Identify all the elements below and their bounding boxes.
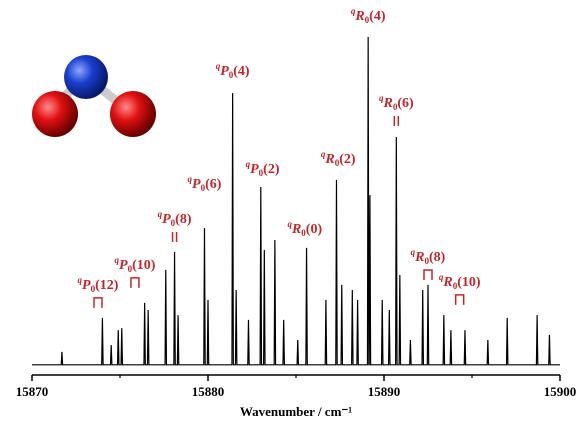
x-tick-label: 15870 [16, 384, 49, 399]
annotation-marker [171, 231, 178, 242]
annotation-marker [130, 277, 140, 288]
annotation: qR0(8) [411, 247, 446, 266]
x-axis-label: Wavenumber / cm⁻¹ [240, 404, 352, 419]
annotation: qP0(4) [216, 61, 250, 80]
annotation-marker [393, 116, 400, 127]
x-tick-label: 15880 [192, 384, 225, 399]
annotation: qP0(8) [158, 209, 192, 228]
annotation: qR0(2) [321, 149, 356, 168]
x-tick-label: 15890 [368, 384, 401, 399]
annotation: qR0(0) [287, 219, 322, 238]
annotation: qP0(10) [115, 255, 156, 274]
annotation: qR0(4) [351, 6, 386, 25]
annotation: qR0(6) [379, 93, 414, 112]
annotation: qP0(12) [78, 275, 119, 294]
annotation-marker [423, 269, 433, 281]
annotation: qR0(10) [439, 272, 481, 291]
annotation-marker [93, 297, 103, 308]
x-tick-label: 15900 [544, 384, 577, 399]
annotation-marker [454, 294, 465, 305]
molecule-icon [32, 55, 156, 137]
spectrum-line [32, 37, 560, 366]
annotation: qP0(2) [246, 159, 280, 178]
annotation: qP0(6) [188, 174, 222, 193]
